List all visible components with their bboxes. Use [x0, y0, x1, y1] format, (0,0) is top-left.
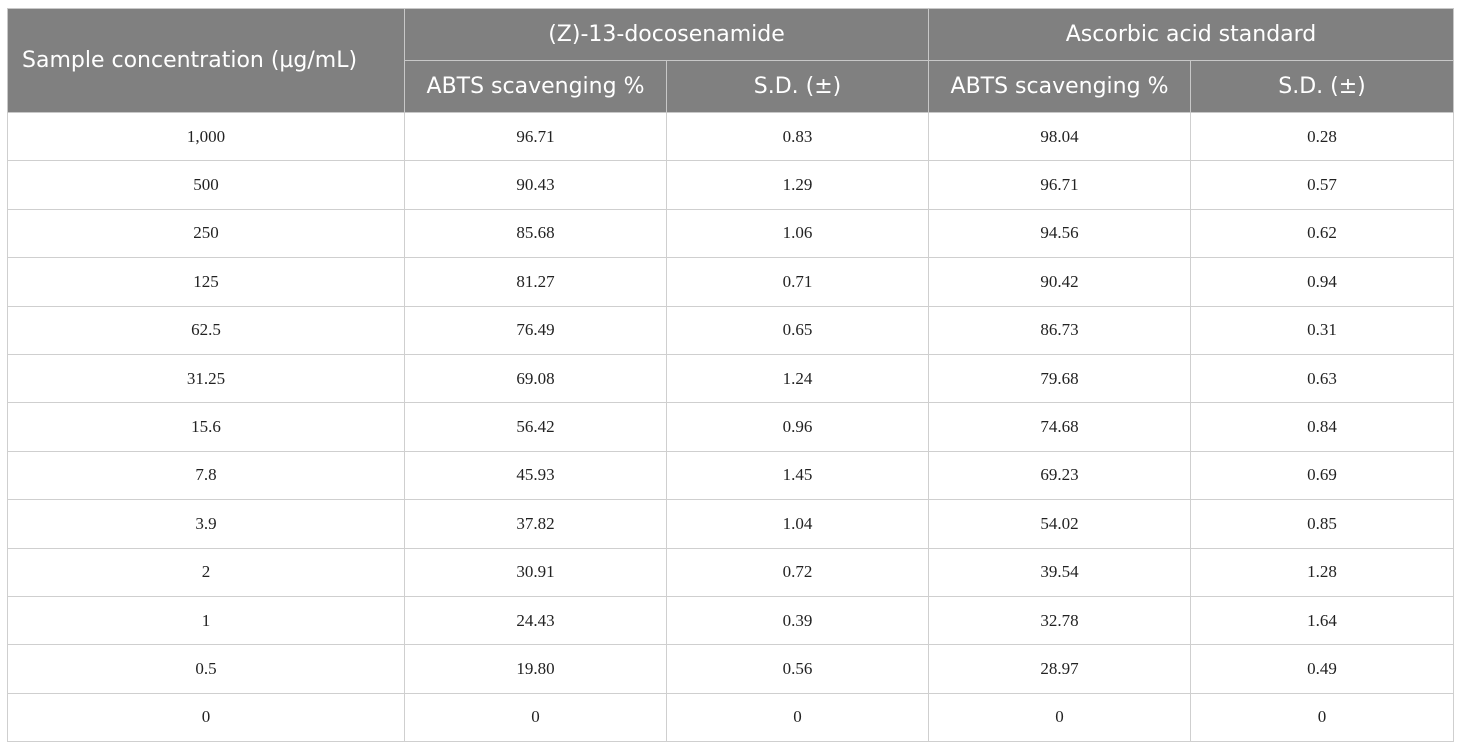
cell-docosenamide-abts: 76.49: [404, 305, 667, 355]
cell-docosenamide-abts: 37.82: [404, 499, 667, 549]
cell-ascorbic-abts: 28.97: [928, 644, 1191, 694]
cell-docosenamide-sd: 0.39: [666, 595, 929, 646]
header-group-ascorbic-acid: Ascorbic acid standard: [927, 8, 1455, 61]
header-ascorbic-abts: ABTS scavenging %: [928, 60, 1191, 113]
cell-ascorbic-sd: 0.57: [1189, 160, 1455, 210]
cell-docosenamide-abts: 85.68: [404, 208, 667, 259]
cell-docosenamide-sd: 0.83: [666, 111, 929, 162]
header-docosenamide-sd: S.D. (±): [666, 60, 929, 113]
cell-ascorbic-abts: 79.68: [928, 353, 1191, 404]
cell-concentration: 7.8: [7, 450, 405, 501]
cell-docosenamide-sd: 0.65: [666, 305, 929, 355]
cell-docosenamide-abts: 19.80: [404, 644, 667, 694]
table-row: 1 24.43 0.39 32.78 1.64: [7, 595, 1455, 646]
cell-ascorbic-sd: 0.28: [1189, 111, 1455, 162]
cell-ascorbic-abts: 32.78: [928, 595, 1191, 646]
header-sample-concentration: Sample concentration (µg/mL): [7, 8, 405, 113]
table-row: 0.5 19.80 0.56 28.97 0.49: [7, 644, 1455, 694]
table-body: 1,000 96.71 0.83 98.04 0.28 500 90.43 1.…: [7, 111, 1455, 743]
cell-ascorbic-abts: 0: [928, 692, 1191, 743]
cell-concentration: 250: [7, 208, 405, 259]
cell-concentration: 0.5: [7, 644, 405, 694]
cell-docosenamide-abts: 0: [404, 692, 667, 743]
table-row: 2 30.91 0.72 39.54 1.28: [7, 547, 1455, 597]
cell-docosenamide-abts: 96.71: [404, 111, 667, 162]
cell-ascorbic-sd: 1.64: [1189, 595, 1455, 646]
table-row: 1,000 96.71 0.83 98.04 0.28: [7, 111, 1455, 162]
cell-concentration: 125: [7, 257, 405, 307]
table-row: 15.6 56.42 0.96 74.68 0.84: [7, 402, 1455, 452]
cell-concentration: 1,000: [7, 111, 405, 162]
cell-ascorbic-abts: 90.42: [928, 257, 1191, 307]
cell-concentration: 15.6: [7, 402, 405, 452]
table-header: Sample concentration (µg/mL) (Z)-13-doco…: [7, 8, 1455, 113]
table-row: 31.25 69.08 1.24 79.68 0.63: [7, 353, 1455, 404]
cell-concentration: 2: [7, 547, 405, 597]
cell-ascorbic-abts: 39.54: [928, 547, 1191, 597]
cell-concentration: 3.9: [7, 499, 405, 549]
table-row: 500 90.43 1.29 96.71 0.57: [7, 160, 1455, 210]
table-row: 0 0 0 0 0: [7, 692, 1455, 743]
cell-ascorbic-abts: 96.71: [928, 160, 1191, 210]
table-row: 62.5 76.49 0.65 86.73 0.31: [7, 305, 1455, 355]
cell-concentration: 31.25: [7, 353, 405, 404]
cell-ascorbic-abts: 94.56: [928, 208, 1191, 259]
cell-ascorbic-abts: 74.68: [928, 402, 1191, 452]
cell-docosenamide-sd: 1.24: [666, 353, 929, 404]
cell-docosenamide-abts: 90.43: [404, 160, 667, 210]
cell-ascorbic-sd: 1.28: [1189, 547, 1455, 597]
header-ascorbic-sd: S.D. (±): [1189, 60, 1455, 113]
cell-docosenamide-sd: 1.45: [666, 450, 929, 501]
header-docosenamide-abts: ABTS scavenging %: [404, 60, 667, 113]
cell-ascorbic-sd: 0.85: [1189, 499, 1455, 549]
cell-concentration: 62.5: [7, 305, 405, 355]
cell-ascorbic-abts: 86.73: [928, 305, 1191, 355]
table-row: 125 81.27 0.71 90.42 0.94: [7, 257, 1455, 307]
cell-docosenamide-abts: 30.91: [404, 547, 667, 597]
cell-docosenamide-sd: 0.96: [666, 402, 929, 452]
cell-ascorbic-sd: 0.63: [1189, 353, 1455, 404]
cell-docosenamide-sd: 1.04: [666, 499, 929, 549]
cell-ascorbic-abts: 69.23: [928, 450, 1191, 501]
cell-ascorbic-abts: 98.04: [928, 111, 1191, 162]
cell-docosenamide-abts: 24.43: [404, 595, 667, 646]
header-row-group: Sample concentration (µg/mL) (Z)-13-doco…: [7, 8, 1455, 113]
cell-concentration: 0: [7, 692, 405, 743]
abts-scavenging-table: Sample concentration (µg/mL) (Z)-13-doco…: [7, 8, 1455, 743]
cell-docosenamide-sd: 1.29: [666, 160, 929, 210]
cell-ascorbic-sd: 0.62: [1189, 208, 1455, 259]
header-row-sub: ABTS scavenging % S.D. (±) ABTS scavengi…: [8, 60, 1455, 113]
table-row: 3.9 37.82 1.04 54.02 0.85: [7, 499, 1455, 549]
table-row: 250 85.68 1.06 94.56 0.62: [7, 208, 1455, 259]
cell-ascorbic-sd: 0.31: [1189, 305, 1455, 355]
table-row: 7.8 45.93 1.45 69.23 0.69: [7, 450, 1455, 501]
cell-ascorbic-sd: 0.49: [1189, 644, 1455, 694]
cell-concentration: 500: [7, 160, 405, 210]
cell-ascorbic-sd: 0.69: [1189, 450, 1455, 501]
cell-docosenamide-abts: 69.08: [404, 353, 667, 404]
cell-docosenamide-sd: 0.72: [666, 547, 929, 597]
cell-docosenamide-sd: 0: [666, 692, 929, 743]
cell-ascorbic-abts: 54.02: [928, 499, 1191, 549]
cell-ascorbic-sd: 0.84: [1189, 402, 1455, 452]
cell-ascorbic-sd: 0.94: [1189, 257, 1455, 307]
cell-docosenamide-abts: 45.93: [404, 450, 667, 501]
cell-ascorbic-sd: 0: [1189, 692, 1455, 743]
header-group-docosenamide: (Z)-13-docosenamide: [404, 8, 929, 61]
cell-docosenamide-sd: 0.56: [666, 644, 929, 694]
cell-docosenamide-sd: 0.71: [666, 257, 929, 307]
cell-concentration: 1: [7, 595, 405, 646]
cell-docosenamide-abts: 81.27: [404, 257, 667, 307]
cell-docosenamide-abts: 56.42: [404, 402, 667, 452]
cell-docosenamide-sd: 1.06: [666, 208, 929, 259]
